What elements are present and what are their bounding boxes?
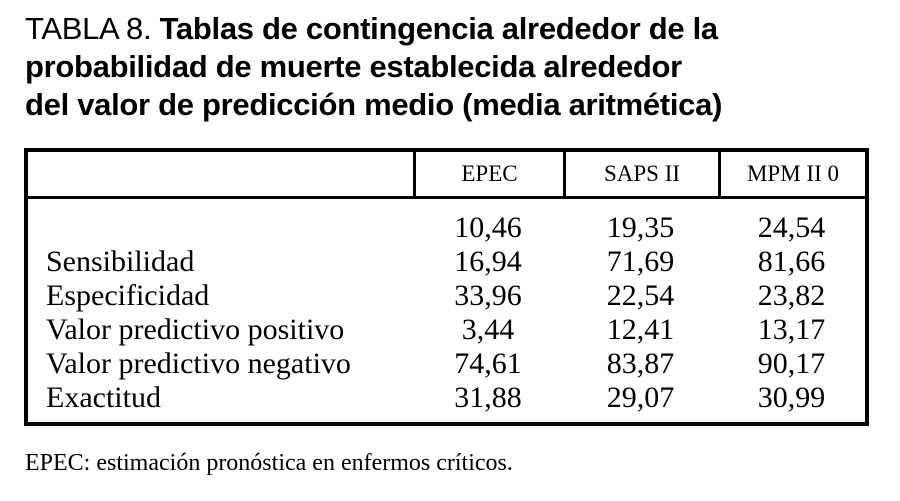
table-row: 10,46 19,35 24,54 — [28, 211, 865, 245]
header-cell-epec: EPEC — [413, 152, 563, 196]
cell-value: 10,46 — [454, 211, 522, 244]
table-title: TABLA 8. Tablas de contingencia alrededo… — [25, 10, 885, 124]
title-text-line-3: del valor de predicción medio (media ari… — [25, 87, 723, 122]
row-label: Valor predictivo positivo — [46, 313, 345, 346]
cell-value: 74,61 — [454, 347, 522, 380]
table-row: Sensibilidad 16,94 71,69 81,66 — [28, 245, 865, 279]
cell-value: 24,54 — [757, 211, 826, 244]
cell-value: 19,35 — [606, 211, 675, 244]
cell-value: 30,99 — [757, 381, 826, 414]
row-label: Especificidad — [46, 279, 210, 312]
title-text-line-1: Tablas de contingencia alrededor de la — [159, 11, 719, 46]
row-label — [28, 211, 413, 245]
cell-value: 12,41 — [606, 313, 675, 346]
table-header-row: EPEC SAPS II MPM II 0 — [28, 152, 865, 199]
cell-value: 81,66 — [757, 245, 826, 278]
table-row: Valor predictivo positivo 3,44 12,41 13,… — [28, 313, 865, 347]
title-line-1: TABLA 8. Tablas de contingencia alrededo… — [25, 10, 885, 48]
table-row: Especificidad 33,96 22,54 23,82 — [28, 279, 865, 313]
contingency-table: EPEC SAPS II MPM II 0 10,46 19,35 24,54 … — [24, 148, 869, 426]
cell-value: 31,88 — [454, 381, 522, 414]
header-cell-saps-ii: SAPS II — [563, 152, 718, 196]
table-row: Exactitud 31,88 29,07 30,99 — [28, 381, 865, 415]
table-footnote: EPEC: estimación pronóstica en enfermos … — [25, 450, 513, 476]
row-label: Sensibilidad — [46, 245, 195, 278]
header-cell-empty — [28, 152, 413, 196]
row-label: Valor predictivo negativo — [46, 347, 351, 380]
cell-value: 13,17 — [757, 313, 826, 346]
cell-value: 16,94 — [454, 245, 522, 278]
cell-value: 90,17 — [757, 347, 826, 380]
table-number-label: TABLA 8. — [25, 11, 152, 46]
table-body: 10,46 19,35 24,54 Sensibilidad 16,94 71,… — [28, 199, 865, 415]
cell-value: 33,96 — [454, 279, 522, 312]
cell-value: 3,44 — [461, 313, 515, 346]
title-text-line-2: probabilidad de muerte establecida alred… — [25, 49, 682, 84]
cell-value: 71,69 — [606, 245, 675, 278]
cell-value: 22,54 — [606, 279, 675, 312]
cell-value: 29,07 — [606, 381, 675, 414]
cell-value: 83,87 — [606, 347, 675, 380]
header-cell-mpm-ii-0: MPM II 0 — [718, 152, 865, 196]
cell-value: 23,82 — [757, 279, 826, 312]
row-label: Exactitud — [46, 381, 161, 414]
table-row: Valor predictivo negativo 74,61 83,87 90… — [28, 347, 865, 381]
